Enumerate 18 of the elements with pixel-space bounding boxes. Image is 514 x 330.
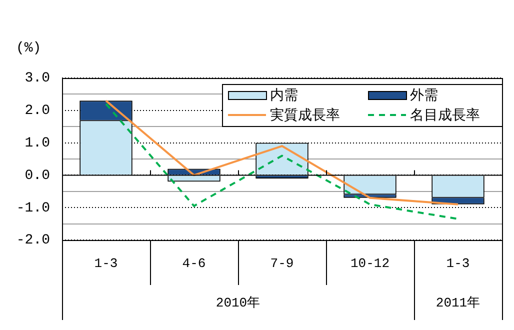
- x-tick-label: 1-3: [446, 256, 470, 272]
- y-tick-label: 0.0: [24, 168, 50, 184]
- x-tick-label: 1-3: [94, 256, 118, 272]
- x-tick-label: 7-9: [270, 256, 294, 272]
- y-tick-label: -1.0: [16, 200, 50, 216]
- legend-label: 実質成長率: [270, 108, 340, 124]
- text: 2010年: [216, 295, 260, 310]
- legend-label: 内需: [270, 88, 298, 104]
- legend-label: 名目成長率: [410, 108, 480, 124]
- x-tick-label: 10-12: [350, 256, 390, 272]
- x-tick-label: 4-6: [182, 256, 206, 272]
- text: 2011年: [436, 295, 480, 310]
- y-axis-title: (%): [16, 40, 42, 57]
- y-tick-label: -2.0: [16, 232, 50, 249]
- legend-label: 外需: [410, 88, 438, 104]
- y-tick-label: 1.0: [24, 136, 50, 152]
- y-tick-label: 2.0: [24, 103, 50, 120]
- y-tick-label: 3.0: [24, 70, 50, 87]
